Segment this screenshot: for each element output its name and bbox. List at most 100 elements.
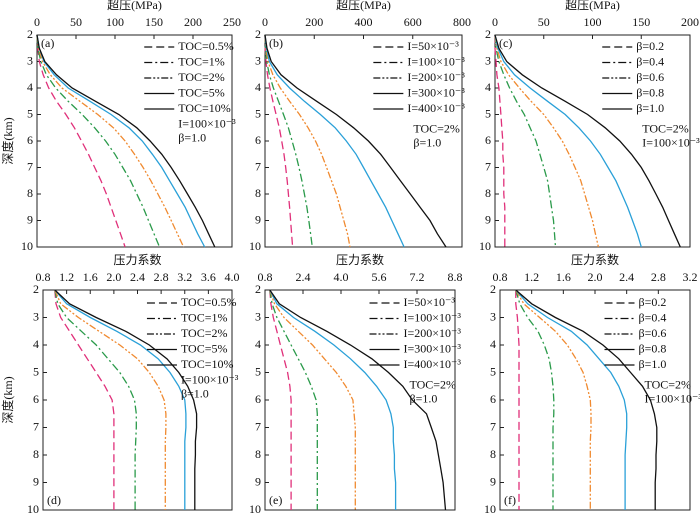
series-line xyxy=(494,34,557,248)
series-line xyxy=(515,289,658,510)
y-tick-label: 5 xyxy=(255,106,261,120)
legend-label: I=100×10⁻³ xyxy=(407,54,465,68)
y-tick-label: 10 xyxy=(21,239,33,253)
x-tick-label: 3.2 xyxy=(177,270,192,284)
y-tick-label: 4 xyxy=(33,337,39,351)
annotation: I=100×10⁻³ xyxy=(178,116,236,130)
series-line xyxy=(494,34,681,248)
x-tick-label: 2.0 xyxy=(588,270,603,284)
x-tick-label: 1.6 xyxy=(556,270,571,284)
x-tick-label: 100 xyxy=(584,15,602,29)
series-line xyxy=(264,34,447,248)
y-tick-label: 8 xyxy=(27,186,33,200)
legend-label: β=0.8 xyxy=(639,341,667,355)
y-tick-label: 3 xyxy=(485,53,491,67)
x-tick-label: 1.2 xyxy=(524,270,539,284)
x-tick-label: 0.8 xyxy=(493,270,508,284)
y-tick-label: 9 xyxy=(27,212,33,226)
y-tick-label: 4 xyxy=(255,80,261,94)
y-tick-label: 2 xyxy=(485,27,491,41)
legend-label: I=50×10⁻³ xyxy=(404,295,456,309)
legend-label: β=0.6 xyxy=(636,70,664,84)
x-tick-label: 150 xyxy=(632,15,650,29)
legend-label: β=1.0 xyxy=(636,101,664,115)
legend-label: β=0.4 xyxy=(636,54,664,68)
panel: 压力系数 0.8 1.2 1.6 2.0 2.4 2.8 3.2 3.6 4.0 2 3 4 5 6 7 8 9 1… xyxy=(0,252,240,516)
panel-label: (a) xyxy=(41,36,54,50)
panel-label: (d) xyxy=(47,493,61,507)
legend-label: β=1.0 xyxy=(639,357,667,371)
legend-label: I=300×10⁻³ xyxy=(407,85,465,99)
series-line xyxy=(494,34,600,248)
y-tick-label: 7 xyxy=(255,159,261,173)
y-tick-label: 4 xyxy=(27,80,33,94)
x-tick-label: 0 xyxy=(262,15,268,29)
legend-label: TOC=1% xyxy=(181,310,228,324)
y-tick-label: 9 xyxy=(255,212,261,226)
x-tick-label: 0 xyxy=(492,15,498,29)
y-tick-label: 9 xyxy=(490,474,496,488)
series-line xyxy=(36,34,185,248)
panel: 压力系数 0.8 2.4 4.0 5.6 7.2 8.8 2 3 4 5 6 7 8 9 10 (e) I=50×… xyxy=(249,252,463,516)
y-tick-label: 4 xyxy=(485,80,491,94)
series-line xyxy=(269,289,447,511)
y-tick-label: 8 xyxy=(33,447,39,461)
legend-label: TOC=1% xyxy=(178,54,225,68)
x-tick-label: 1.6 xyxy=(83,270,98,284)
series-line xyxy=(515,290,520,510)
x-tick-label: 400 xyxy=(355,15,373,29)
x-tick-label: 2.4 xyxy=(296,270,311,284)
annotation: β=1.0 xyxy=(410,391,438,405)
y-tick-label: 2 xyxy=(490,282,496,296)
y-tick-label: 8 xyxy=(490,447,496,461)
annotation: β=1.0 xyxy=(178,130,206,144)
series-line xyxy=(54,289,137,510)
y-tick-label: 3 xyxy=(255,309,261,323)
panel: 超压(MPa) 0 50 100 150 200 250 2 3 4 5 6 7 8 9 10 深度(km) (a… xyxy=(0,0,241,253)
y-axis-title: 深度(km) xyxy=(0,376,15,423)
series-line xyxy=(269,289,292,510)
legend-label: β=0.2 xyxy=(639,295,667,309)
annotation: TOC=2% xyxy=(645,377,692,391)
y-tick-label: 3 xyxy=(33,309,39,323)
y-tick-label: 9 xyxy=(255,474,261,488)
y-tick-label: 4 xyxy=(490,337,496,351)
y-tick-label: 6 xyxy=(33,392,39,406)
legend-label: TOC=0.5% xyxy=(181,295,237,309)
series-line xyxy=(54,289,187,510)
panel: 超压(MPa) 0 200 400 600 800 2 3 4 5 6 7 8 9 10 (b) I=50×10… xyxy=(249,0,471,253)
series-line xyxy=(36,34,126,248)
y-tick-label: 2 xyxy=(33,282,39,296)
legend-label: I=50×10⁻³ xyxy=(407,39,459,53)
legend-label: β=0.2 xyxy=(636,39,664,53)
y-tick-label: 7 xyxy=(27,159,33,173)
x-tick-label: 600 xyxy=(404,15,422,29)
y-tick-label: 6 xyxy=(255,392,261,406)
y-tick-label: 5 xyxy=(485,106,491,120)
series-line xyxy=(36,34,216,248)
y-tick-label: 8 xyxy=(255,447,261,461)
x-tick-label: 100 xyxy=(106,15,124,29)
series-line xyxy=(264,34,294,248)
x-tick-label: 50 xyxy=(538,15,550,29)
x-tick-label: 50 xyxy=(70,15,82,29)
x-tick-label: 200 xyxy=(184,15,202,29)
x-tick-label: 200 xyxy=(305,15,323,29)
annotation: I=100×10⁻³ xyxy=(642,135,700,149)
panel-label: (b) xyxy=(269,36,283,50)
x-axis-title: 压力系数 xyxy=(571,252,619,267)
x-tick-label: 800 xyxy=(453,15,471,29)
annotation: TOC=2% xyxy=(413,121,460,135)
y-tick-label: 3 xyxy=(255,53,261,67)
y-tick-label: 7 xyxy=(485,159,491,173)
y-tick-label: 10 xyxy=(484,502,496,516)
series-line xyxy=(36,34,206,248)
y-tick-label: 5 xyxy=(255,364,261,378)
y-tick-label: 6 xyxy=(490,392,496,406)
x-tick-label: 0.8 xyxy=(258,270,273,284)
legend-label: I=400×10⁻³ xyxy=(407,101,465,115)
x-tick-label: 7.2 xyxy=(410,270,425,284)
legend-label: TOC=5% xyxy=(178,85,225,99)
